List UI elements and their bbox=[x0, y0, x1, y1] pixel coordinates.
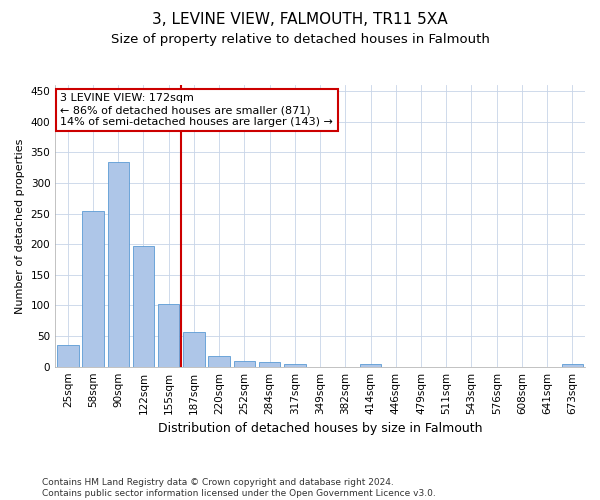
Text: 3, LEVINE VIEW, FALMOUTH, TR11 5XA: 3, LEVINE VIEW, FALMOUTH, TR11 5XA bbox=[152, 12, 448, 28]
Bar bbox=[57, 345, 79, 366]
Text: Size of property relative to detached houses in Falmouth: Size of property relative to detached ho… bbox=[110, 32, 490, 46]
Bar bbox=[133, 246, 154, 366]
Text: Contains HM Land Registry data © Crown copyright and database right 2024.
Contai: Contains HM Land Registry data © Crown c… bbox=[42, 478, 436, 498]
Bar bbox=[158, 304, 179, 366]
Bar bbox=[259, 362, 280, 366]
Text: 3 LEVINE VIEW: 172sqm
← 86% of detached houses are smaller (871)
14% of semi-det: 3 LEVINE VIEW: 172sqm ← 86% of detached … bbox=[61, 94, 334, 126]
X-axis label: Distribution of detached houses by size in Falmouth: Distribution of detached houses by size … bbox=[158, 422, 482, 435]
Bar bbox=[183, 332, 205, 366]
Y-axis label: Number of detached properties: Number of detached properties bbox=[15, 138, 25, 314]
Bar bbox=[360, 364, 381, 366]
Bar bbox=[233, 360, 255, 366]
Bar bbox=[82, 210, 104, 366]
Bar bbox=[208, 356, 230, 366]
Bar bbox=[562, 364, 583, 366]
Bar bbox=[284, 364, 305, 366]
Bar bbox=[107, 162, 129, 366]
